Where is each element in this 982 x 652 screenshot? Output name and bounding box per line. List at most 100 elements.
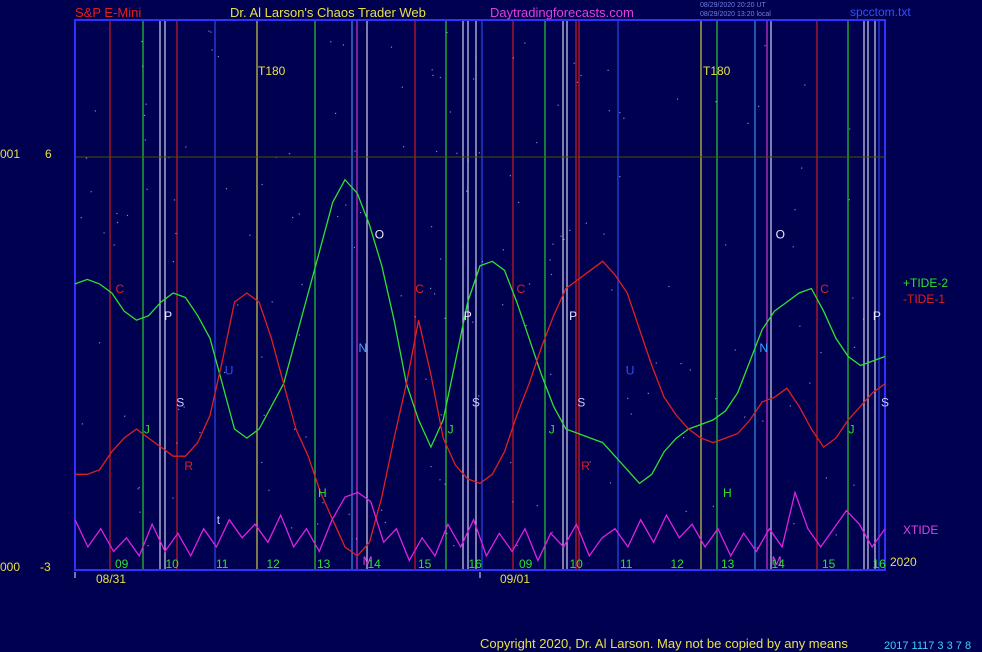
trail-dot-95 (789, 405, 791, 407)
hour-label-6: 15 (418, 557, 432, 571)
tide2-legend: +TIDE-2 (903, 276, 949, 290)
line-letter-18: S (577, 395, 585, 409)
trail-dot-78 (431, 226, 433, 228)
line-letter-3: J (144, 423, 150, 437)
trail-dot-11 (835, 534, 837, 536)
trail-dot-73 (292, 216, 294, 219)
trail-dot-64 (715, 101, 717, 103)
hour-label-14: 15 (822, 557, 836, 571)
trail-dot-140 (525, 324, 527, 327)
day-label-2: 09/01 (500, 572, 531, 586)
trail-dot-146 (381, 509, 383, 511)
trail-dot-135 (715, 398, 717, 400)
trail-dot-32 (430, 466, 432, 468)
trail-dot-169 (756, 547, 758, 549)
trail-dot-153 (355, 538, 358, 540)
line-letter-28: S (881, 395, 889, 409)
line-letter-2: S (176, 395, 184, 409)
chart-frame (74, 19, 886, 571)
hour-label-0: 09 (115, 557, 129, 571)
trail-dot-90 (431, 69, 433, 71)
trail-dot-142 (744, 416, 746, 418)
vertical-event-lines (109, 20, 880, 570)
trail-dot-132 (298, 213, 300, 215)
trail-dot-18 (518, 201, 520, 203)
trail-dot-125 (261, 356, 263, 358)
trail-dot-80 (502, 249, 504, 251)
trail-dot-22 (268, 489, 270, 491)
hour-label-13: 14 (772, 557, 786, 571)
trail-dot-103 (103, 232, 105, 234)
trail-dot-53 (647, 392, 649, 394)
dotted-trails (75, 30, 865, 549)
trail-dot-65 (208, 30, 210, 32)
trail-dot-21 (139, 511, 141, 513)
trail-dot-172 (90, 191, 92, 193)
trail-dot-48 (444, 483, 446, 485)
series-line-1 (74, 178, 886, 485)
trail-dot-69 (81, 423, 83, 425)
trail-dot-24 (563, 238, 565, 241)
trail-dot-44 (291, 527, 293, 529)
trail-dot-6 (607, 69, 609, 71)
trail-dot-5 (305, 436, 307, 438)
chart-site[interactable]: Daytradingforecasts.com (490, 5, 634, 20)
trail-dot-35 (676, 98, 679, 100)
trail-dot-139 (345, 204, 347, 206)
trail-dot-123 (354, 150, 356, 152)
trail-dot-34 (288, 153, 291, 155)
trail-dot-170 (762, 420, 764, 422)
line-letter-0: C (116, 282, 125, 296)
corner-text: 2017 1117 3 3 7 8 (884, 640, 972, 652)
trail-dot-150 (794, 209, 796, 211)
hour-label-12: 13 (721, 557, 735, 571)
day-label-1: 08/31 (96, 572, 127, 586)
line-letter-17: P (569, 309, 577, 323)
trail-dot-168 (210, 31, 212, 33)
trail-dot-2 (434, 293, 436, 295)
line-letter-16: J (549, 423, 555, 437)
trail-dot-45 (80, 217, 82, 219)
trail-dot-92 (603, 233, 605, 235)
trail-dot-118 (403, 146, 405, 148)
trail-dot-82 (611, 289, 613, 291)
trail-dot-58 (510, 462, 512, 464)
trail-dot-46 (549, 259, 551, 261)
trail-dot-106 (322, 502, 324, 504)
trail-dot-4 (552, 243, 554, 245)
line-letter-1: P (164, 309, 172, 323)
line-letter-10: O (375, 228, 384, 242)
trail-dot-138 (853, 346, 856, 348)
timestamp-ut: 08/29/2020 20:20 UT (700, 2, 766, 9)
trail-dot-167 (853, 484, 855, 486)
trail-dot-127 (384, 521, 386, 524)
t180-label-2: T180 (703, 64, 731, 78)
trail-dot-129 (144, 139, 146, 141)
trail-dot-74 (137, 488, 139, 490)
trail-dot-179 (173, 199, 176, 201)
trail-dot-79 (512, 501, 514, 503)
line-letter-15: C (517, 282, 526, 296)
trail-dot-128 (725, 244, 727, 246)
trail-dot-76 (225, 188, 228, 190)
trail-dot-85 (792, 246, 794, 248)
line-letter-11: C (415, 282, 424, 296)
trail-dot-81 (172, 497, 174, 499)
line-letter-7: H (318, 486, 327, 500)
trail-dot-55 (261, 461, 263, 464)
trail-dot-121 (764, 45, 766, 47)
trail-dot-122 (509, 175, 511, 177)
line-letter-22: N (759, 341, 768, 355)
trail-dot-148 (439, 479, 441, 481)
hour-label-7: 16 (469, 557, 483, 571)
trail-dot-177 (627, 397, 629, 399)
trail-dot-130 (183, 406, 185, 408)
t180-label-1: T180 (258, 64, 286, 78)
trail-dot-144 (569, 229, 571, 231)
trail-dot-47 (147, 545, 149, 547)
trail-dot-19 (199, 431, 201, 434)
trail-dot-43 (630, 413, 632, 415)
trail-dot-9 (528, 283, 531, 285)
trail-dot-119 (390, 46, 393, 48)
